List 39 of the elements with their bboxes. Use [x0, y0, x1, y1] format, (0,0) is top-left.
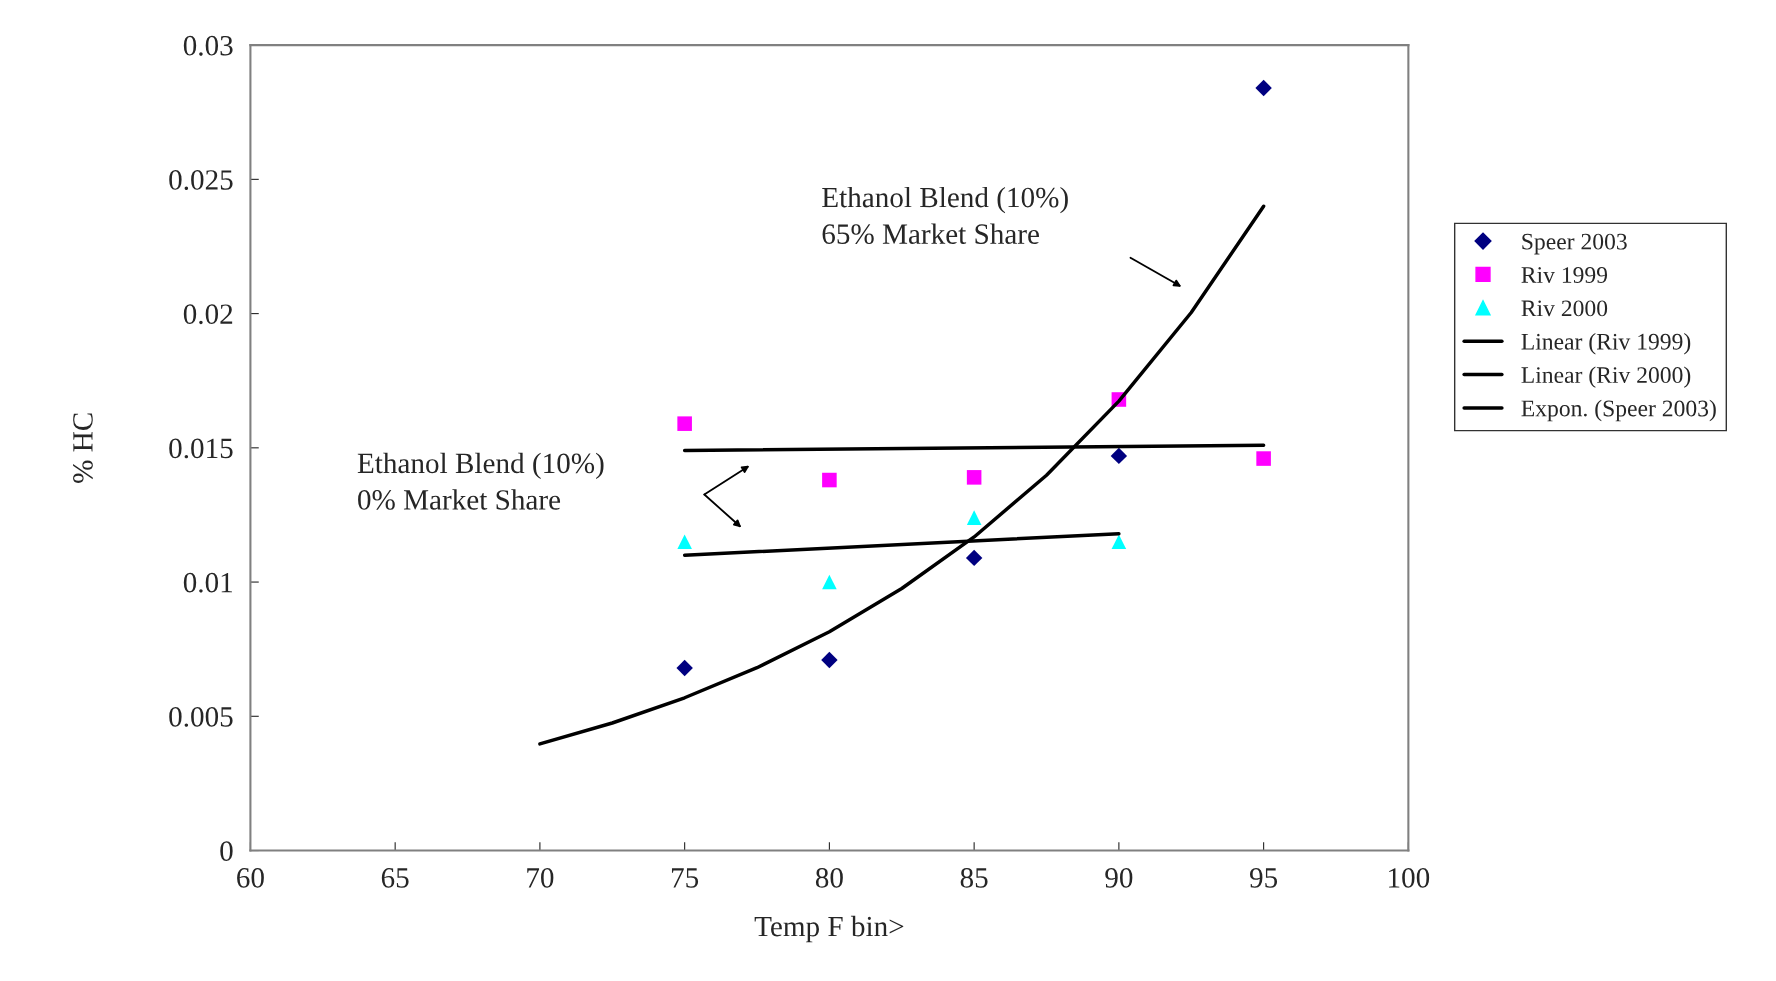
- legend-label: Linear (Riv 1999): [1521, 333, 1691, 355]
- y-tick-label: 0.025: [169, 170, 233, 190]
- legend-label: Expon. (Speer 2003): [1521, 399, 1716, 422]
- point: [966, 510, 982, 525]
- legend-label: Riv 1999: [1521, 267, 1608, 283]
- point: [677, 416, 692, 431]
- point: [822, 472, 837, 488]
- y-tick-label: 0.005: [169, 707, 233, 727]
- y-tick-label: 0.02: [183, 304, 233, 325]
- annotation: Ethanol Blend (10%) 65% Market Share: [822, 186, 1068, 245]
- x-tick-label: 95: [1249, 868, 1278, 888]
- legend-label: Linear (Riv 2000): [1521, 366, 1691, 388]
- y-tick-label: 0.01: [183, 572, 232, 593]
- legend-label: Speer 2003: [1522, 233, 1627, 255]
- point: [965, 549, 983, 567]
- point: [822, 574, 837, 590]
- point: [677, 534, 692, 550]
- point: [1110, 447, 1128, 465]
- x-axis-title: Temp F bin>: [754, 915, 904, 943]
- x-tick-label: 90: [1105, 868, 1133, 888]
- x-tick-label: 70: [527, 868, 554, 888]
- y-tick-label: 0.03: [183, 35, 233, 56]
- x-tick-label: 75: [671, 868, 699, 888]
- x-tick-label: 80: [815, 868, 843, 888]
- x-tick-label: 60: [237, 868, 264, 888]
- x-tick-label: 65: [381, 868, 409, 888]
- point: [676, 659, 693, 677]
- point: [1255, 79, 1272, 97]
- point: [966, 470, 982, 485]
- x-tick-label: 85: [960, 868, 988, 888]
- y-axis-title: % HC: [73, 413, 93, 483]
- point: [821, 651, 838, 669]
- point: [1111, 534, 1127, 550]
- legend-label: Riv 2000: [1521, 300, 1608, 317]
- x-tick-label: 100: [1389, 868, 1430, 888]
- y-tick-label: 0.015: [169, 438, 233, 459]
- y-tick-label: 0: [220, 841, 233, 861]
- point: [1256, 451, 1271, 466]
- annotation: Ethanol Blend (10%) 0% Market Share: [357, 452, 604, 510]
